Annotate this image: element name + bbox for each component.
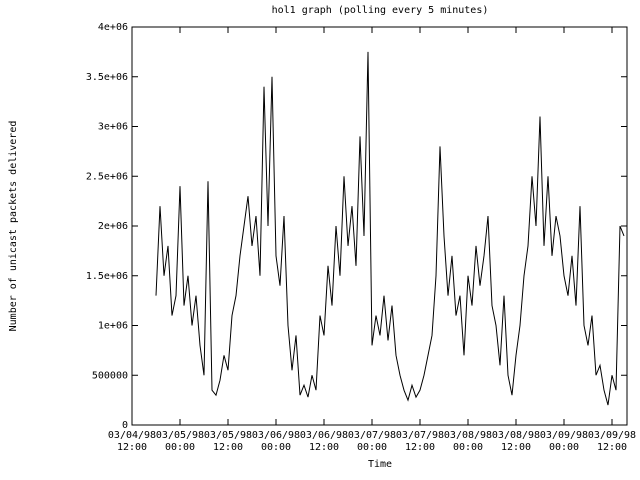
y-tick-label: 1.5e+06 — [86, 271, 128, 282]
x-tick-label: 03/05/98 00:00 — [155, 430, 205, 453]
x-tick-label: 03/04/98 12:00 — [107, 430, 157, 453]
y-tick-label: 2.5e+06 — [86, 171, 128, 182]
data-line — [155, 51, 625, 406]
chart-title: hol1 graph (polling every 5 minutes) — [272, 5, 489, 16]
x-tick-label: 03/07/98 00:00 — [347, 430, 397, 453]
y-tick-label: 0 — [122, 420, 128, 431]
x-tick-label: 03/06/98 00:00 — [251, 430, 301, 453]
x-tick-label: 03/05/98 12:00 — [203, 430, 253, 453]
y-tick-label: 2e+06 — [98, 221, 128, 232]
y-tick-label: 1e+06 — [98, 321, 128, 332]
x-tick-label: 03/07/98 12:00 — [395, 430, 445, 453]
y-tick-label: 4e+06 — [98, 22, 128, 33]
plot-frame — [131, 26, 628, 426]
y-axis-label: Number of unicast packets delivered — [8, 121, 19, 332]
x-tick-label: 03/09/98 00:00 — [539, 430, 589, 453]
x-tick-label: 03/08/98 12:00 — [491, 430, 541, 453]
x-axis-label: Time — [368, 459, 392, 470]
x-tick-label: 03/08/98 00:00 — [443, 430, 493, 453]
y-tick-label: 3e+06 — [98, 122, 128, 133]
y-tick-label: 500000 — [92, 370, 128, 381]
x-tick-label: 03/09/98 12:00 — [587, 430, 637, 453]
y-tick-label: 3.5e+06 — [86, 72, 128, 83]
x-tick-label: 03/06/98 12:00 — [299, 430, 349, 453]
